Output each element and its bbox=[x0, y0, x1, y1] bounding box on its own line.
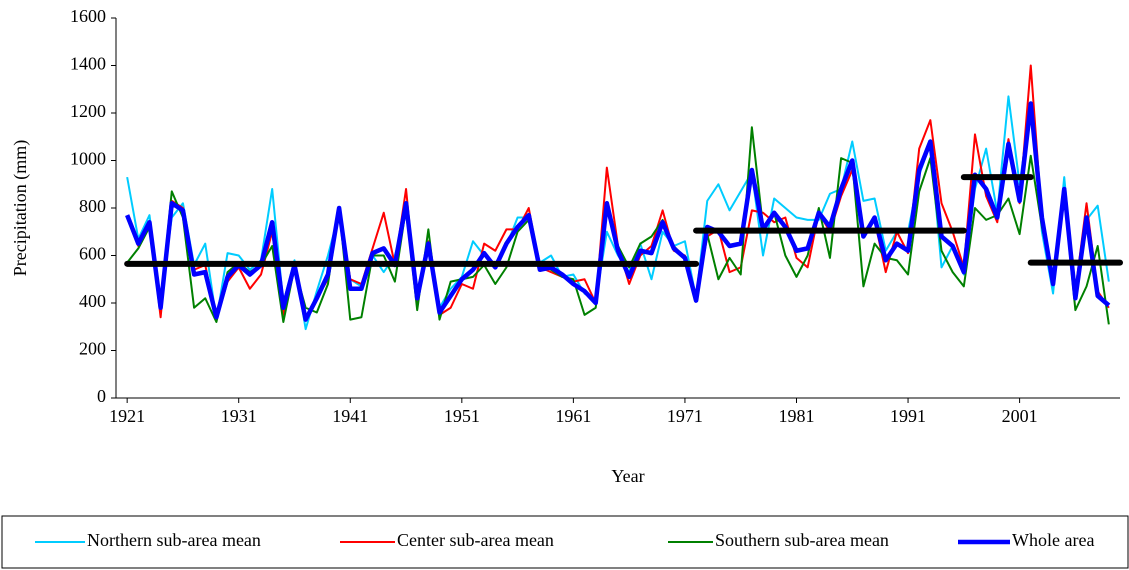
legend-label: Northern sub-area mean bbox=[87, 530, 261, 550]
series-line bbox=[127, 66, 1109, 320]
legend-label: Whole area bbox=[1012, 530, 1094, 550]
x-tick-label: 1991 bbox=[890, 406, 926, 426]
y-tick-label: 0 bbox=[97, 386, 106, 406]
legend-label: Center sub-area mean bbox=[397, 530, 554, 550]
y-tick-label: 1400 bbox=[70, 54, 106, 74]
y-axis-title: Precipitation (mm) bbox=[10, 140, 31, 276]
x-tick-label: 1951 bbox=[444, 406, 480, 426]
y-tick-label: 800 bbox=[79, 196, 106, 216]
series-line bbox=[127, 96, 1109, 329]
legend-label: Southern sub-area mean bbox=[715, 530, 889, 550]
x-tick-label: 1921 bbox=[109, 406, 145, 426]
x-tick-label: 1961 bbox=[555, 406, 591, 426]
y-tick-label: 1000 bbox=[70, 149, 106, 169]
x-tick-label: 2001 bbox=[1002, 406, 1038, 426]
x-tick-label: 1931 bbox=[221, 406, 257, 426]
y-tick-label: 1600 bbox=[70, 6, 106, 26]
x-tick-label: 1941 bbox=[332, 406, 368, 426]
y-tick-label: 200 bbox=[79, 339, 106, 359]
y-tick-label: 600 bbox=[79, 244, 106, 264]
y-tick-label: 400 bbox=[79, 291, 106, 311]
x-axis-title: Year bbox=[611, 466, 644, 486]
x-tick-label: 1981 bbox=[778, 406, 814, 426]
y-tick-label: 1200 bbox=[70, 101, 106, 121]
x-tick-label: 1971 bbox=[667, 406, 703, 426]
